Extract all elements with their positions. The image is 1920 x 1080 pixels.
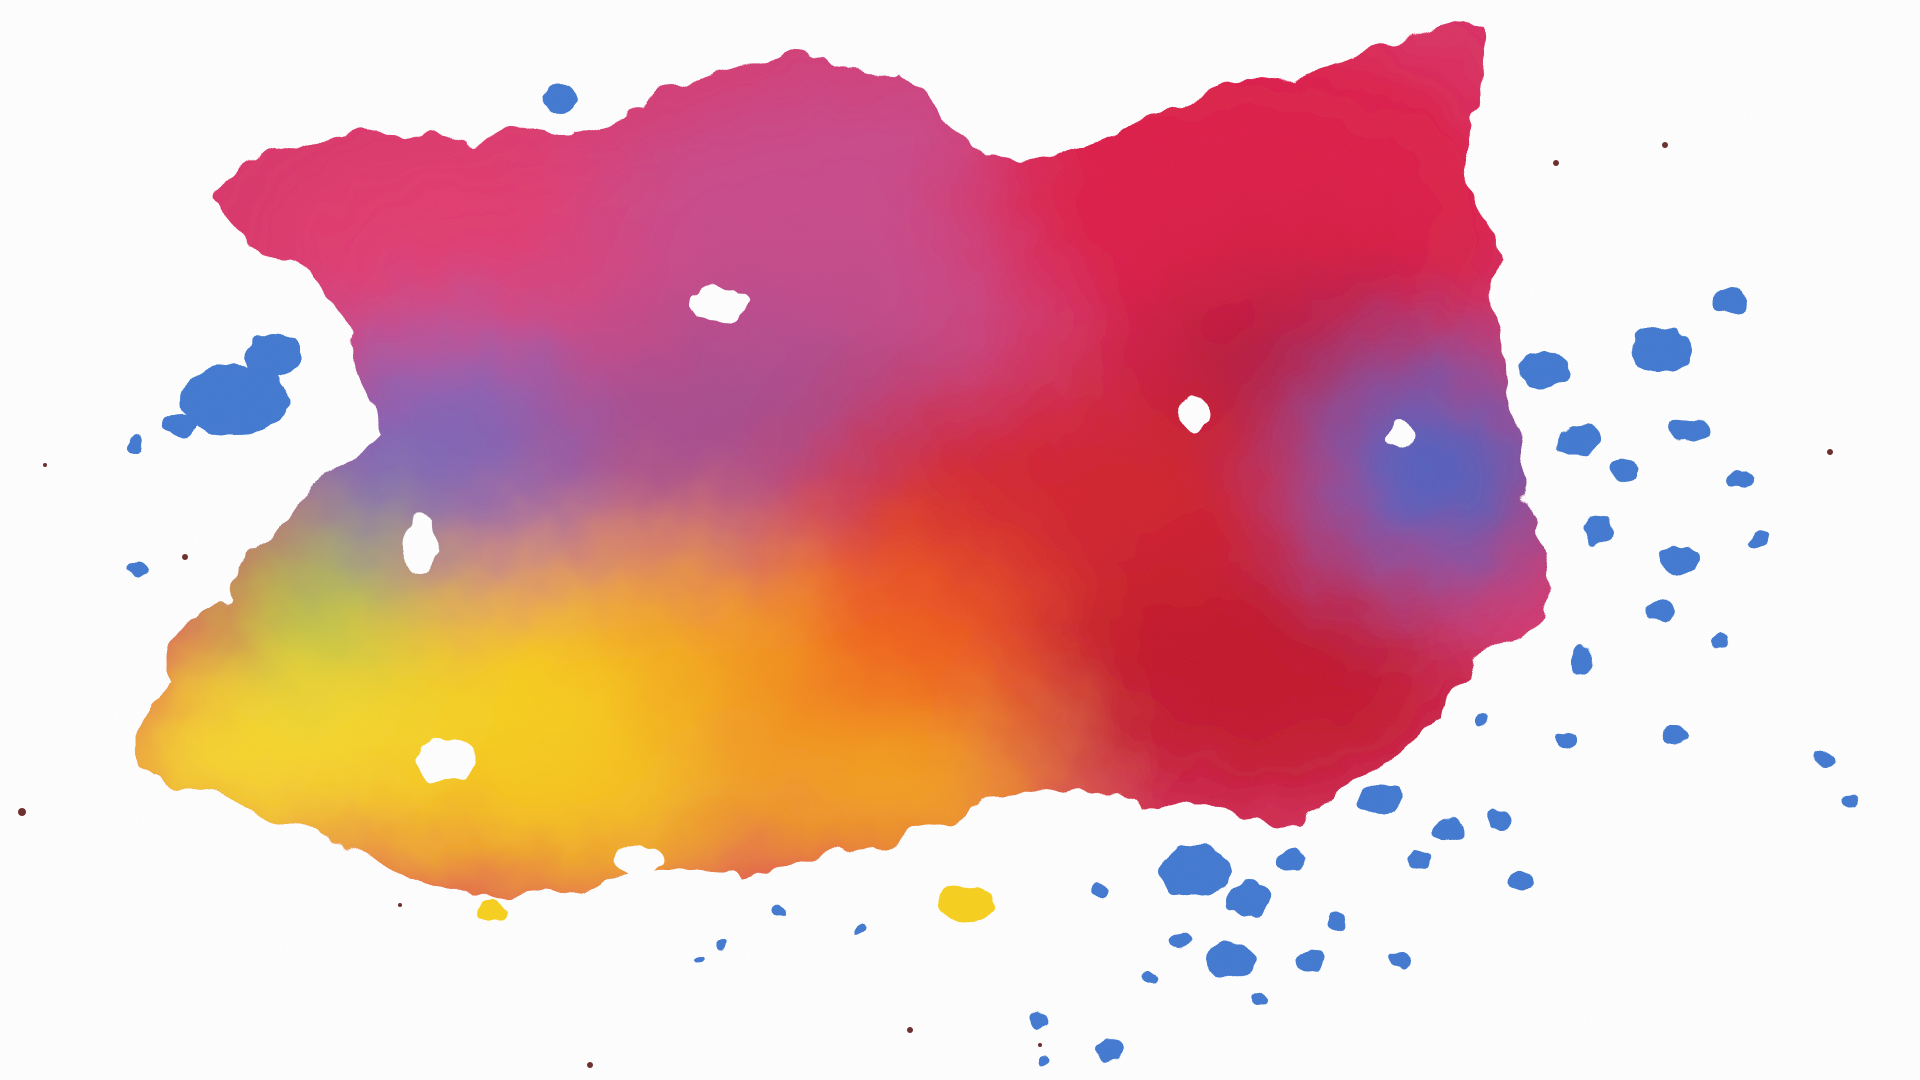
paper-grain [0,0,1920,1080]
watercolor-splash-image [0,0,1920,1080]
